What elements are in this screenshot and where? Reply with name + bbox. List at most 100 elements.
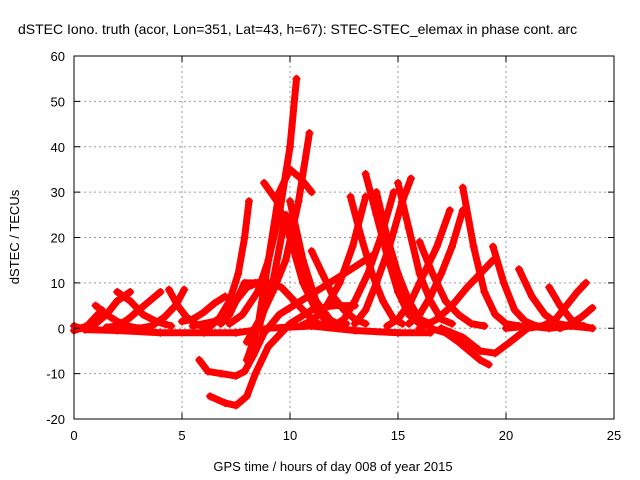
data-point-marker (428, 269, 437, 278)
data-point-marker (277, 283, 286, 292)
data-point-marker (286, 233, 294, 242)
data-point-marker (432, 315, 441, 324)
data-point-marker (113, 287, 122, 296)
data-point-marker (406, 297, 415, 306)
data-series-27 (362, 170, 424, 328)
data-point-marker (296, 174, 305, 183)
data-point-marker (335, 278, 344, 287)
data-point-marker (394, 269, 402, 278)
data-point-marker (469, 242, 478, 251)
data-point-marker (404, 224, 413, 233)
data-point-marker (577, 312, 586, 321)
data-point-marker (476, 356, 485, 365)
data-point-marker (573, 287, 582, 296)
data-point-marker (275, 310, 284, 319)
data-point-marker (145, 297, 154, 306)
data-point-marker (527, 292, 536, 301)
data-point-marker (556, 324, 564, 333)
data-point-marker (556, 301, 564, 310)
data-point-marker (225, 319, 234, 328)
plot-series (70, 74, 597, 410)
data-point-marker (394, 287, 402, 296)
data-point-marker (372, 188, 381, 197)
data-point-marker (232, 401, 240, 410)
data-point-marker (538, 321, 547, 330)
data-point-marker (588, 324, 597, 333)
data-point-marker (368, 269, 377, 278)
data-point-marker (264, 342, 273, 351)
data-point-marker (318, 269, 327, 278)
data-point-marker (329, 292, 338, 301)
data-point-marker (298, 278, 307, 287)
data-point-marker (244, 197, 253, 206)
data-point-marker (260, 328, 269, 337)
data-point-marker (311, 297, 320, 306)
data-point-marker (255, 319, 264, 328)
data-point-marker (350, 297, 359, 306)
data-point-marker (102, 310, 111, 319)
x-tick-label: 10 (283, 428, 297, 443)
data-point-marker (437, 269, 446, 278)
data-point-marker (383, 321, 392, 330)
data-point-marker (234, 292, 243, 301)
data-point-marker (307, 247, 316, 256)
y-tick-label: 60 (51, 49, 65, 64)
data-point-marker (195, 356, 204, 365)
data-point-marker (348, 242, 357, 251)
data-point-marker (394, 328, 402, 337)
data-point-marker (361, 319, 370, 328)
data-point-marker (113, 326, 122, 335)
data-point-marker (350, 319, 359, 328)
data-series-29 (372, 188, 434, 328)
axis-ticks: 0 5 10 15 20 25 -20 -10 0 10 20 30 40 50 60 (46, 49, 621, 443)
data-point-marker (415, 324, 424, 333)
data-point-marker (188, 315, 197, 324)
data-series-31 (394, 179, 456, 328)
data-point-marker (324, 315, 333, 324)
data-point-marker (372, 278, 381, 287)
data-point-marker (465, 346, 474, 355)
data-point-marker (577, 321, 586, 330)
data-point-marker (350, 326, 359, 335)
data-point-marker (180, 285, 189, 294)
data-point-marker (491, 310, 500, 319)
data-point-marker (113, 297, 122, 306)
data-point-marker (167, 321, 176, 330)
y-tick-label: 40 (51, 140, 65, 155)
x-tick-label: 25 (607, 428, 621, 443)
x-tick-label: 15 (391, 428, 405, 443)
y-tick-label: 20 (51, 231, 65, 246)
data-point-marker (91, 301, 100, 310)
data-point-marker (156, 287, 165, 296)
data-point-marker (415, 269, 424, 278)
data-point-marker (406, 174, 415, 183)
data-point-marker (232, 328, 240, 337)
data-point-marker (240, 278, 249, 287)
data-point-marker (126, 287, 135, 296)
data-point-marker (432, 242, 441, 251)
y-tick-label: -20 (46, 412, 65, 427)
data-point-marker (275, 188, 284, 197)
data-point-marker (394, 315, 402, 324)
data-point-marker (126, 297, 135, 306)
data-point-marker (240, 233, 249, 242)
x-axis-label: GPS time / hours of day 008 of year 2015 (213, 459, 452, 474)
data-point-marker (480, 287, 489, 296)
data-point-marker (286, 197, 294, 206)
data-point-marker (188, 321, 197, 330)
data-point-marker (147, 321, 156, 330)
chart-title: dSTEC Iono. truth (acor, Lon=351, Lat=43… (18, 21, 577, 37)
data-point-marker (340, 315, 348, 324)
data-point-marker (361, 306, 370, 315)
data-series-37 (437, 324, 532, 357)
data-point-marker (286, 319, 294, 328)
data-point-marker (203, 367, 212, 376)
data-series-43 (556, 304, 596, 332)
data-point-marker (415, 238, 424, 247)
y-tick-label: -10 (46, 367, 65, 382)
data-point-marker (199, 319, 208, 328)
data-point-marker (551, 315, 560, 324)
data-point-marker (314, 319, 323, 328)
data-point-marker (251, 369, 260, 378)
data-point-marker (499, 278, 508, 287)
